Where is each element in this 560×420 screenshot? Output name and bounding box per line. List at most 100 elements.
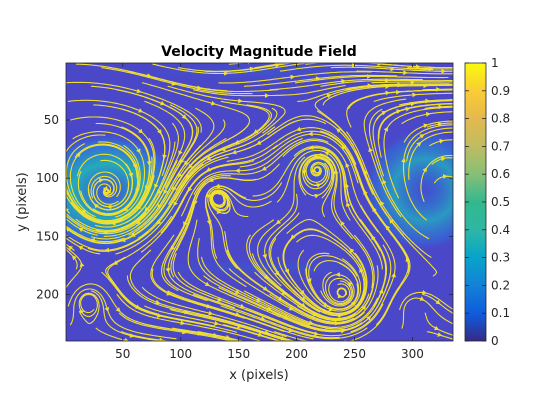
colorbar-tick-label: 0.2 <box>491 278 510 292</box>
streamline-arrow <box>328 306 334 312</box>
streamline-arrow <box>340 220 345 226</box>
streamline-arrow <box>262 254 267 259</box>
streamline-arrow <box>359 267 364 273</box>
streamline-arrow <box>436 87 441 92</box>
colorbar-tick-label: 0.8 <box>491 112 510 126</box>
streamline-arrow <box>239 303 245 309</box>
streamline-arrow <box>368 147 373 153</box>
streamline-arrow <box>123 206 129 211</box>
streamline-arrow <box>163 189 168 195</box>
streamline-arrow <box>438 104 443 110</box>
streamline-arrow <box>382 179 387 185</box>
streamline-arrow <box>261 166 267 171</box>
streamline-arrow <box>335 320 340 326</box>
streamline-arrow <box>390 66 395 72</box>
streamline-arrow <box>224 71 229 76</box>
streamline-arrow <box>391 272 396 278</box>
streamlines-layer <box>66 63 453 341</box>
streamline-arrow <box>188 163 193 169</box>
streamline-arrow <box>215 183 221 189</box>
colorbar-gradient <box>465 63 486 341</box>
streamline-arrow <box>214 320 219 326</box>
streamline-arrow <box>383 126 388 132</box>
streamline-arrow <box>138 128 143 134</box>
streamline-arrow <box>104 307 110 312</box>
streamline-arrow <box>280 335 286 341</box>
streamline-arrow <box>177 172 183 178</box>
colorbar-tick-label: 0 <box>491 334 499 348</box>
streamline-arrow <box>180 320 186 326</box>
plot-frame <box>65 62 454 342</box>
streamline-arrow <box>381 111 387 116</box>
streamline-arrow <box>419 134 425 139</box>
streamline-arrow <box>385 225 391 231</box>
streamline-arrow <box>308 131 313 137</box>
streamline-arrow <box>345 162 350 168</box>
streamline-arrow <box>367 74 372 79</box>
x-tick-label: 250 <box>343 347 366 361</box>
streamline-arrow <box>235 168 240 174</box>
colorbar-tick-label: 0.3 <box>491 251 510 265</box>
x-tick-label: 200 <box>285 347 308 361</box>
streamline-arrow <box>290 234 296 240</box>
colorbar-tick-label: 0.6 <box>491 167 510 181</box>
streamline-arrow <box>165 267 171 273</box>
streamline-arrow <box>361 305 366 311</box>
colorbar-tick-label: 0.9 <box>491 84 510 98</box>
streamline-arrow <box>396 109 402 114</box>
streamline-arrow <box>349 248 355 254</box>
streamline-arrow <box>307 278 312 284</box>
streamline-arrow <box>434 325 440 331</box>
streamline-arrow <box>336 128 342 133</box>
streamline-arrow <box>288 327 294 333</box>
streamline-arrow <box>371 235 376 241</box>
streamline-arrow <box>255 297 261 302</box>
streamline-arrow <box>78 227 84 233</box>
streamline-arrow <box>110 220 116 226</box>
streamline-arrow <box>276 219 281 225</box>
streamline-arrow <box>136 148 141 154</box>
streamline-arrow <box>288 306 294 311</box>
streamline-arrow <box>124 337 129 341</box>
streamline-arrow <box>115 307 121 313</box>
streamline <box>254 63 408 69</box>
streamline-arrow <box>366 315 372 321</box>
streamline-arrow <box>79 262 85 268</box>
y-tick-label: 50 <box>44 113 59 127</box>
streamline-arrow <box>197 85 202 91</box>
streamline-arrow <box>66 186 67 187</box>
y-axis-label: y (pixels) <box>15 172 30 232</box>
colorbar-tick-label: 0.5 <box>491 195 510 209</box>
streamline-arrow <box>78 246 84 251</box>
streamline-arrow <box>157 203 162 209</box>
magnitude-mid-center <box>263 123 373 207</box>
streamline-arrow <box>256 140 262 145</box>
streamline-arrow <box>416 141 422 147</box>
streamline-arrow <box>166 291 172 296</box>
streamline <box>95 327 131 341</box>
streamline-arrow <box>68 245 73 251</box>
streamline-arrow <box>225 334 231 340</box>
colorbar-tick-label: 0.4 <box>491 223 510 237</box>
streamline-arrow <box>183 221 188 227</box>
streamline-arrow <box>204 281 210 286</box>
streamline-arrow <box>206 194 211 199</box>
streamline-arrow <box>135 219 141 225</box>
streamline-arrow <box>208 177 214 182</box>
streamline-arrow <box>308 320 314 325</box>
streamline-arrow <box>422 167 427 173</box>
streamline-arrow <box>389 218 394 224</box>
streamline-arrow <box>345 201 351 207</box>
streamline <box>274 287 401 341</box>
streamline-arrow <box>79 308 85 314</box>
streamline-arrow <box>422 290 427 295</box>
streamline-arrow <box>377 63 383 67</box>
streamline-arrow <box>354 303 360 309</box>
streamline-arrow <box>403 70 408 76</box>
colorbar-tick-label: 1 <box>491 56 499 70</box>
streamline-arrow <box>401 157 406 163</box>
streamline-arrow <box>103 187 108 192</box>
colorbar-ticks: 0 0.1 0.2 0.3 0.4 0.5 0.6 0.7 0.8 0.9 1 <box>465 56 510 348</box>
streamline-arrow <box>220 146 226 151</box>
